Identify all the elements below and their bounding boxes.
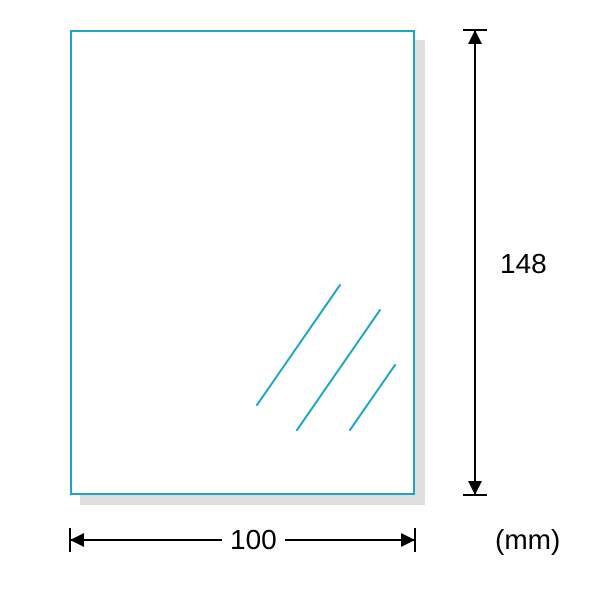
height-arrow-bottom xyxy=(468,481,482,495)
dimension-diagram: 100 148 (mm) xyxy=(0,0,600,600)
width-value-label: 100 xyxy=(222,524,285,556)
height-arrow-top xyxy=(468,30,482,44)
height-value-label: 148 xyxy=(500,248,547,280)
gloss-lines xyxy=(0,0,600,600)
width-arrow-left xyxy=(70,533,84,547)
width-arrow-right xyxy=(401,533,415,547)
unit-label: (mm) xyxy=(495,524,560,556)
height-dim-line xyxy=(474,30,476,495)
